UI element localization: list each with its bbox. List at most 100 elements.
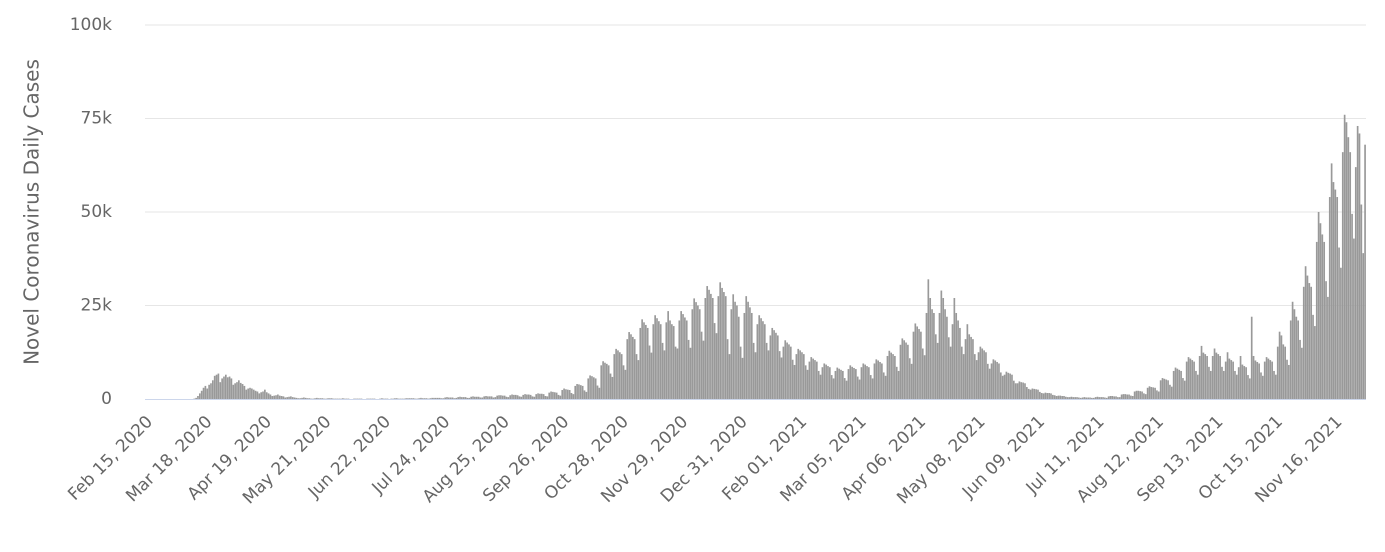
bar <box>1340 268 1342 399</box>
bar <box>297 398 299 399</box>
bar <box>1195 371 1197 399</box>
bar <box>773 330 775 399</box>
bar <box>517 395 519 399</box>
bar <box>1282 344 1284 399</box>
bar <box>1011 375 1013 399</box>
bar <box>888 351 890 399</box>
bar <box>682 314 684 399</box>
bar <box>935 334 937 399</box>
bar <box>491 396 493 399</box>
bar <box>478 397 480 399</box>
bar <box>786 343 788 399</box>
bar <box>1093 398 1095 399</box>
bar <box>760 318 762 399</box>
bar <box>426 398 428 399</box>
bar <box>487 396 489 399</box>
bar <box>309 398 311 399</box>
bar <box>429 398 431 399</box>
bar <box>1247 375 1249 399</box>
bar <box>900 345 902 399</box>
bar <box>496 396 498 399</box>
bar <box>218 374 220 399</box>
bar <box>879 362 881 399</box>
bar <box>777 335 779 399</box>
bar <box>1336 197 1338 399</box>
bar <box>1294 309 1296 399</box>
bar <box>1151 387 1153 399</box>
bar <box>1039 392 1041 399</box>
bar <box>206 389 208 399</box>
bar <box>524 394 526 399</box>
bar <box>1191 360 1193 399</box>
bar <box>1130 396 1132 399</box>
bar <box>199 393 201 399</box>
bar <box>1048 393 1050 399</box>
bar <box>418 398 420 399</box>
bar <box>1334 190 1336 399</box>
bar <box>316 398 318 399</box>
bar <box>329 398 331 399</box>
bar <box>864 365 866 399</box>
bar <box>779 351 781 399</box>
bar <box>1043 393 1045 399</box>
bar <box>972 339 974 399</box>
bar <box>1275 375 1277 399</box>
bar <box>1065 397 1067 399</box>
bar <box>1281 335 1283 399</box>
bar <box>775 333 777 399</box>
bar <box>1110 396 1112 399</box>
bar <box>290 396 292 399</box>
bar <box>208 385 210 399</box>
bar <box>1310 287 1312 399</box>
bar <box>270 395 272 399</box>
bar <box>677 349 679 399</box>
bar <box>868 367 870 399</box>
bar <box>892 354 894 399</box>
bar <box>593 377 595 399</box>
bar <box>1067 397 1069 399</box>
y-tick-label: 25k <box>81 296 113 316</box>
bar <box>407 398 409 399</box>
bar <box>465 397 467 399</box>
bar <box>651 353 653 399</box>
bar <box>457 397 459 399</box>
bar <box>301 398 303 399</box>
bar <box>244 386 246 399</box>
bar <box>1015 383 1017 399</box>
bar <box>636 354 638 399</box>
bar <box>632 337 634 399</box>
bar <box>266 392 268 399</box>
y-tick-label: 100k <box>70 15 112 35</box>
bar <box>849 365 851 399</box>
bar <box>764 324 766 399</box>
bar <box>599 388 601 399</box>
bar <box>784 340 786 399</box>
bar <box>665 322 667 399</box>
bar <box>584 390 586 399</box>
bar <box>1342 152 1344 399</box>
bar <box>1242 365 1244 399</box>
bar <box>240 383 242 399</box>
bar <box>1061 396 1063 399</box>
bar <box>994 360 996 399</box>
bar <box>710 294 712 399</box>
bar <box>489 396 491 399</box>
bar <box>203 388 205 399</box>
bar <box>1364 145 1366 399</box>
bar <box>574 386 576 399</box>
bar <box>506 397 508 399</box>
bar <box>411 398 413 399</box>
bar <box>511 395 513 399</box>
bar <box>210 383 212 399</box>
bar <box>576 384 578 399</box>
bar <box>303 398 305 399</box>
bar <box>678 320 680 399</box>
bar <box>223 377 225 399</box>
bar <box>476 397 478 399</box>
bar <box>602 361 604 399</box>
bar <box>242 384 244 399</box>
bar <box>284 398 286 399</box>
bar <box>463 397 465 399</box>
bar <box>1004 375 1006 399</box>
bar <box>1236 375 1238 399</box>
